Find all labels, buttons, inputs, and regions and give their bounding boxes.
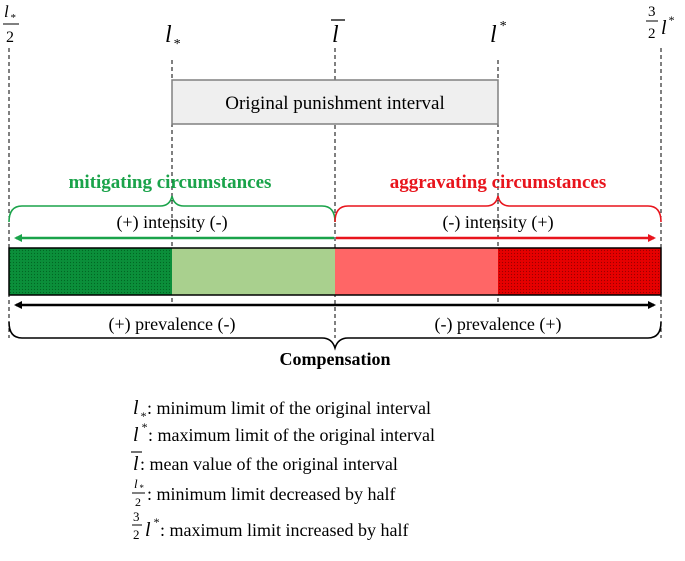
original-interval-label: Original punishment interval bbox=[225, 93, 445, 114]
svg-text:: mean value of the original i: : mean value of the original interval bbox=[140, 454, 398, 474]
bar-light-green bbox=[172, 248, 335, 295]
legend-item-min: l * : minimum limit of the original inte… bbox=[133, 397, 431, 423]
marker-min: l * bbox=[165, 22, 180, 52]
mitigating-intensity: (+) intensity (-) bbox=[116, 212, 227, 233]
svg-text:l: l bbox=[4, 2, 9, 21]
bar-dark-green bbox=[9, 248, 172, 295]
svg-text:: maximum limit of the origina: : maximum limit of the original interval bbox=[148, 425, 435, 445]
svg-text:2: 2 bbox=[648, 26, 656, 42]
svg-text:l: l bbox=[332, 22, 339, 48]
svg-text:l: l bbox=[165, 22, 172, 48]
bar-dark-red bbox=[498, 248, 661, 295]
aggravating-intensity: (-) intensity (+) bbox=[442, 212, 553, 233]
svg-text:l: l bbox=[145, 519, 151, 541]
svg-text:3: 3 bbox=[648, 4, 656, 20]
svg-text:*: * bbox=[140, 409, 146, 423]
svg-text:*: * bbox=[173, 37, 180, 52]
svg-text:l: l bbox=[133, 397, 139, 419]
marker-mean: l bbox=[331, 19, 345, 48]
compensation-label: Compensation bbox=[279, 349, 390, 369]
svg-text:l: l bbox=[134, 476, 138, 491]
legend-item-half-min: l * 2 : minimum limit decreased by half bbox=[132, 476, 395, 509]
svg-text:l: l bbox=[661, 17, 667, 39]
svg-text:3: 3 bbox=[133, 509, 140, 524]
aggravating-brace bbox=[334, 195, 662, 223]
aggravating-title: aggravating circumstances bbox=[390, 172, 607, 193]
svg-text:: maximum limit increased by h: : maximum limit increased by half bbox=[160, 520, 408, 540]
svg-text:: minimum limit of the origina: : minimum limit of the original interval bbox=[147, 398, 431, 418]
svg-text:: minimum limit decreased by h: : minimum limit decreased by half bbox=[147, 484, 395, 504]
svg-text:*: * bbox=[141, 420, 147, 434]
legend-item-mean: l : mean value of the original interval bbox=[131, 451, 398, 475]
marker-half-max: 3 2 l * bbox=[646, 4, 674, 42]
prevalence-left: (+) prevalence (-) bbox=[108, 314, 235, 335]
svg-text:2: 2 bbox=[135, 495, 141, 509]
svg-text:2: 2 bbox=[6, 29, 14, 46]
svg-text:2: 2 bbox=[133, 527, 140, 542]
svg-text:l: l bbox=[490, 22, 497, 48]
bar-light-red bbox=[335, 248, 498, 295]
mitigating-brace bbox=[8, 195, 336, 223]
original-interval-box bbox=[171, 79, 499, 125]
marker-half-min: l * 2 bbox=[3, 2, 19, 46]
legend: l * : minimum limit of the original inte… bbox=[131, 397, 435, 542]
prevalence-right: (-) prevalence (+) bbox=[434, 314, 561, 335]
svg-text:*: * bbox=[153, 515, 159, 529]
legend-item-max: l * : maximum limit of the original inte… bbox=[133, 420, 435, 446]
svg-text:l: l bbox=[133, 453, 139, 475]
marker-max: l * bbox=[490, 19, 506, 48]
svg-text:*: * bbox=[668, 13, 674, 27]
svg-text:*: * bbox=[499, 19, 506, 34]
mitigating-title: mitigating circumstances bbox=[69, 172, 272, 193]
svg-text:*: * bbox=[10, 12, 16, 24]
svg-text:l: l bbox=[133, 424, 139, 446]
compensation-brace bbox=[8, 321, 662, 351]
svg-text:*: * bbox=[139, 483, 144, 493]
circumstance-bar bbox=[8, 247, 662, 296]
legend-item-half-max: 3 2 l * : maximum limit increased by hal… bbox=[132, 509, 408, 542]
